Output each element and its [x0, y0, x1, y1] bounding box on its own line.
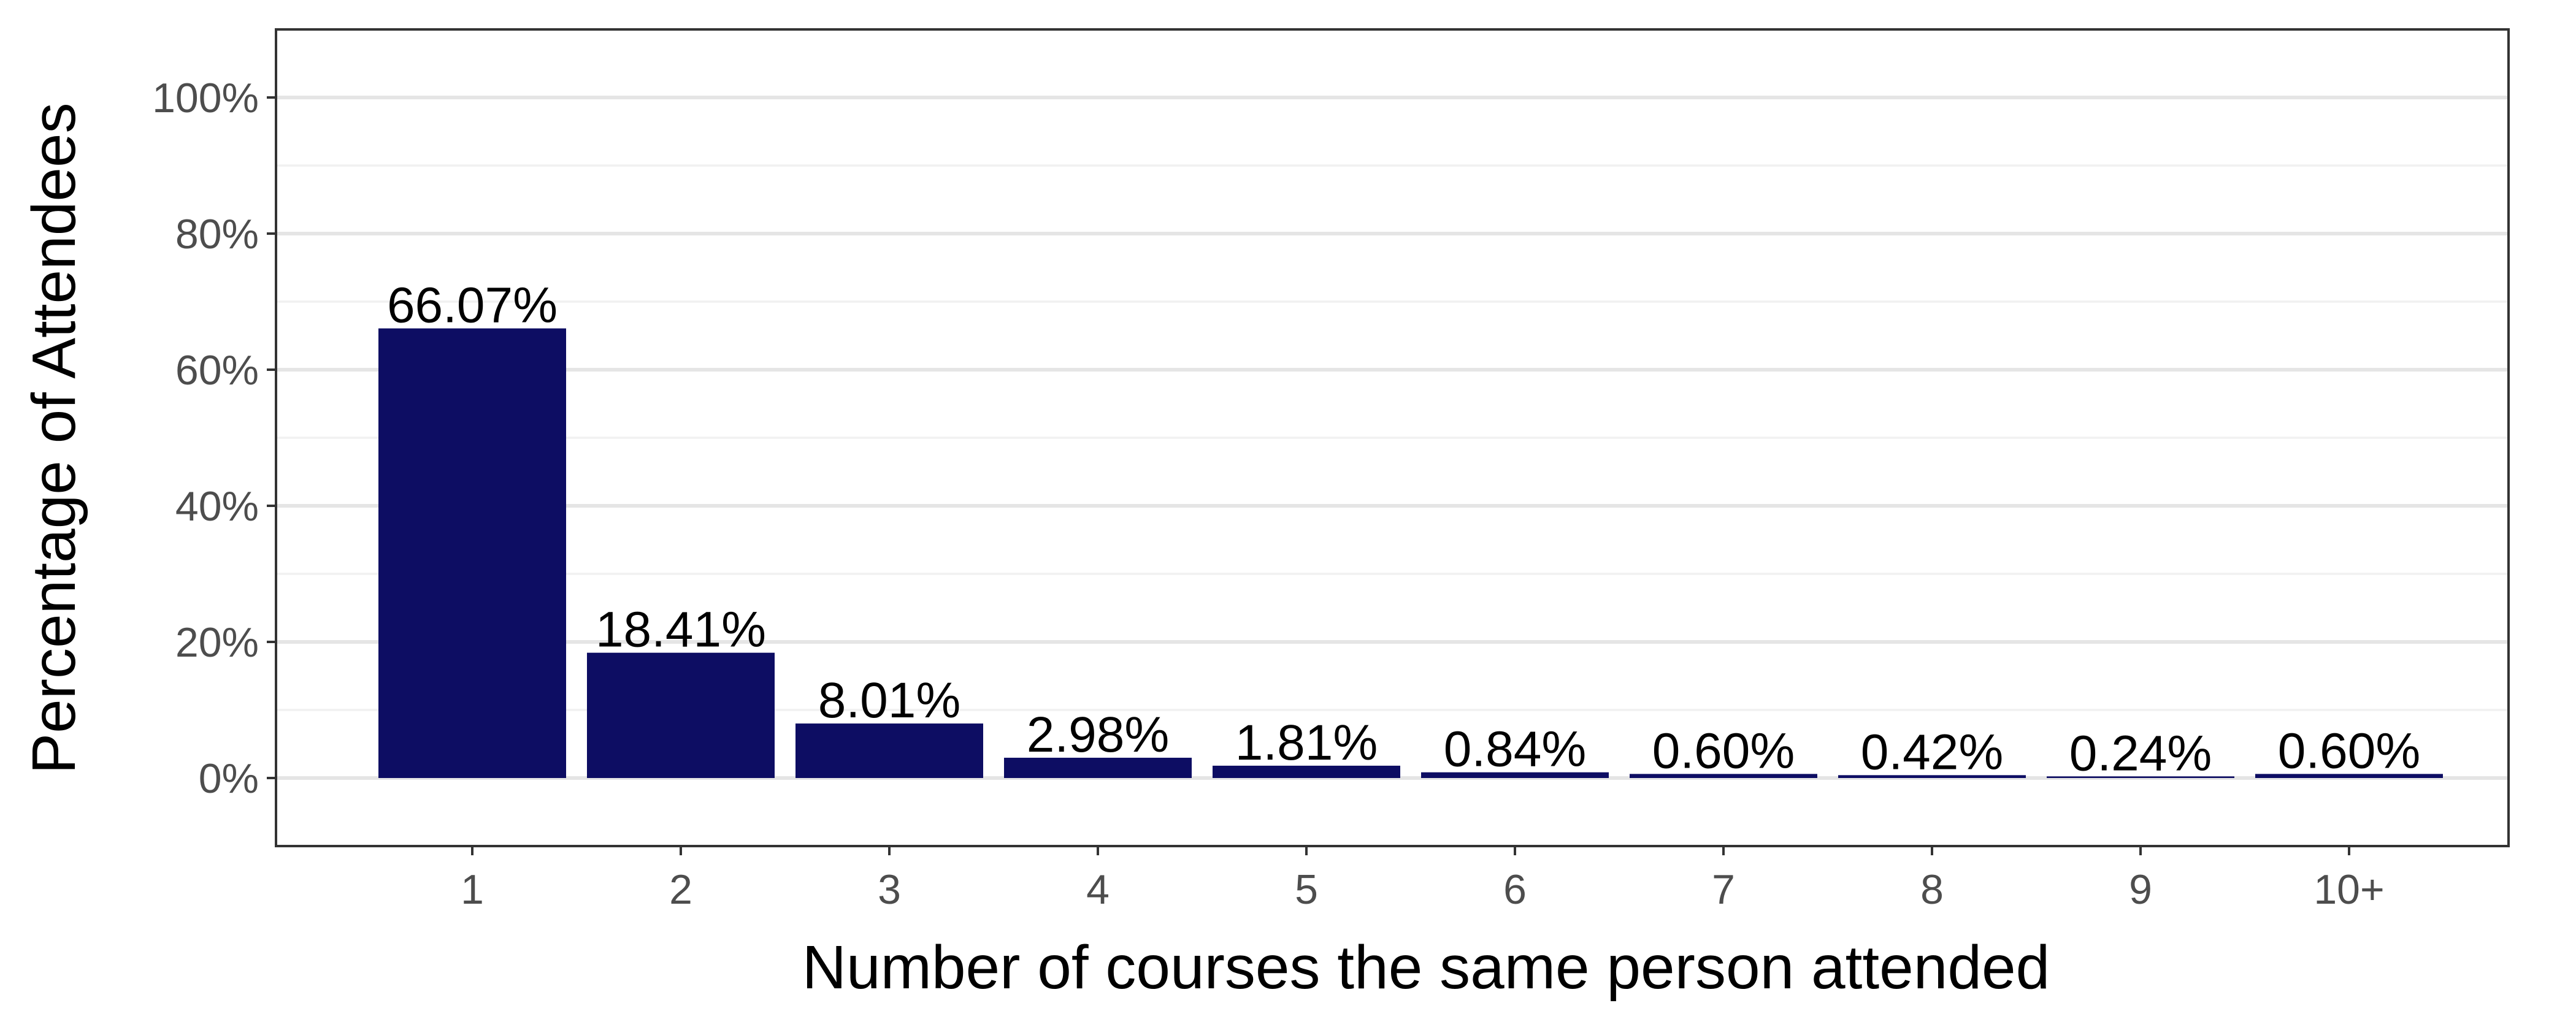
data-label-5: 1.81% [1235, 715, 1378, 771]
y-tick-label: 80% [175, 211, 259, 258]
x-tick-label: 3 [878, 866, 901, 913]
y-tick-label: 40% [175, 483, 259, 530]
data-label-9: 0.24% [2069, 725, 2212, 781]
x-tick-label: 10+ [2313, 866, 2384, 913]
y-tick-label: 0% [199, 755, 259, 802]
data-label-3: 8.01% [818, 673, 961, 728]
x-axis-title: Number of courses the same person attend… [802, 933, 2050, 1002]
data-label-1: 66.07% [387, 278, 558, 334]
data-label-7: 0.60% [1652, 723, 1795, 779]
y-tick-label: 60% [175, 347, 259, 394]
bar-value-labels: 66.07% 18.41% 8.01% 2.98% 1.81% 0.84% 0.60% 0.4… [387, 278, 2420, 782]
bar-8 [1838, 775, 2026, 778]
data-label-2: 18.41% [596, 602, 766, 658]
plot-panel-border [275, 28, 2510, 847]
data-label-6: 0.84% [1444, 722, 1587, 777]
x-tick-label: 9 [2129, 866, 2152, 913]
x-tick-label: 5 [1295, 866, 1318, 913]
data-label-10+: 0.60% [2278, 723, 2421, 779]
bar-2 [587, 652, 775, 778]
bar-3 [795, 723, 983, 778]
x-axis: 1 2 3 4 5 6 7 8 9 10+ [461, 846, 2385, 913]
y-tick-label: 100% [152, 75, 259, 121]
bar-9 [2047, 776, 2234, 778]
y-axis-title: Percentage of Attendees [20, 102, 88, 774]
x-tick-label: 7 [1712, 866, 1735, 913]
bar-5 [1213, 765, 1400, 778]
x-tick-label: 1 [461, 866, 484, 913]
x-tick-label: 2 [669, 866, 692, 913]
x-tick-label: 6 [1503, 866, 1527, 913]
x-tick-label: 8 [1920, 866, 1944, 913]
bar-7 [1630, 774, 1817, 778]
y-axis: 0% 20% 40% 60% 80% 100% [152, 75, 276, 802]
bar-1 [378, 328, 566, 778]
x-tick-label: 4 [1086, 866, 1110, 913]
bar-4 [1004, 757, 1192, 778]
bar-10+ [2255, 774, 2443, 778]
bars [378, 328, 2443, 778]
data-label-4: 2.98% [1027, 707, 1170, 763]
y-tick-label: 20% [175, 619, 259, 666]
data-label-8: 0.42% [1861, 724, 2004, 780]
bar-6 [1421, 772, 1609, 778]
